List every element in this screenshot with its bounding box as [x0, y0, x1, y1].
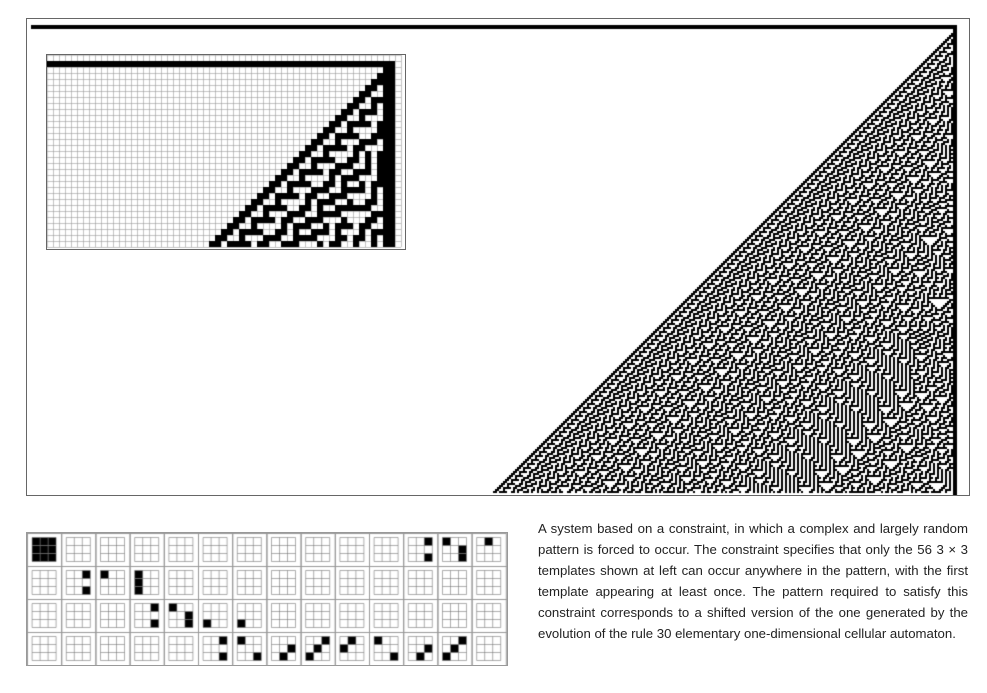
inset-pattern-figure: [46, 54, 406, 250]
template-grid: [26, 532, 508, 666]
templates-canvas: [27, 533, 507, 665]
inset-grid-canvas: [47, 55, 405, 249]
figure-caption: A system based on a constraint, in which…: [538, 521, 968, 641]
